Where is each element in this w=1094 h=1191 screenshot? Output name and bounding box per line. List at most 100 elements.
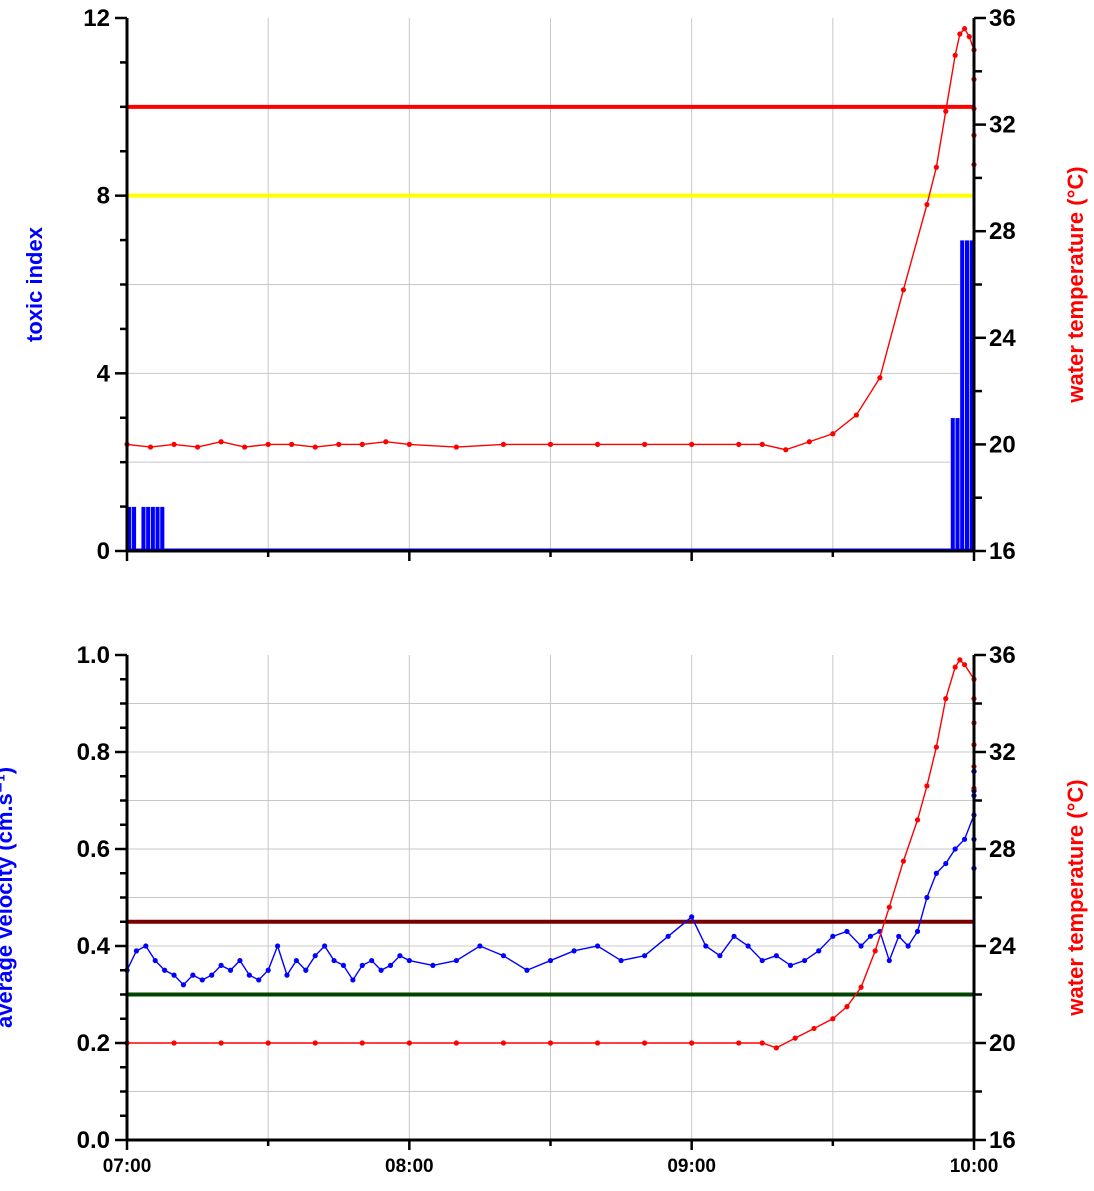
data-point xyxy=(218,1040,224,1046)
data-point xyxy=(745,943,751,949)
data-point xyxy=(943,860,949,867)
data-point xyxy=(453,444,459,450)
data-point xyxy=(717,953,723,959)
data-point xyxy=(905,943,911,949)
data-point xyxy=(162,967,168,973)
data-point xyxy=(500,441,507,447)
data-point xyxy=(500,1040,507,1046)
y-left-tick-label: 0.2 xyxy=(77,1030,110,1057)
data-point xyxy=(924,783,930,789)
data-point xyxy=(886,957,892,964)
data-point xyxy=(618,957,624,964)
data-point xyxy=(858,943,864,949)
data-point xyxy=(171,972,177,978)
data-point xyxy=(336,441,342,447)
data-point xyxy=(896,933,902,939)
data-point xyxy=(830,1016,836,1022)
data-point xyxy=(689,441,695,447)
y-left-tick-label: 0.4 xyxy=(77,933,111,960)
data-point xyxy=(322,943,328,949)
data-point xyxy=(194,444,201,450)
y-right-tick-label: 20 xyxy=(989,431,1016,458)
data-point xyxy=(397,953,403,959)
data-point xyxy=(190,972,196,978)
y-right-tick-label: 32 xyxy=(989,739,1016,766)
data-point xyxy=(209,972,215,978)
data-point xyxy=(152,957,158,964)
data-point xyxy=(303,967,309,973)
data-point xyxy=(406,957,412,964)
data-point xyxy=(933,744,939,750)
data-point xyxy=(900,858,907,864)
data-point xyxy=(759,441,765,447)
data-point xyxy=(642,1040,648,1046)
toxic-index-chart: 0 4 8 12 16 20 24 28 32 36 toxic index water temper… xyxy=(22,5,1088,565)
data-point xyxy=(952,846,958,852)
data-point xyxy=(369,957,375,964)
data-point xyxy=(773,1045,779,1051)
data-point xyxy=(853,412,859,418)
y-left-axis-title: toxic index xyxy=(22,226,47,342)
y-right-tick-label: 32 xyxy=(989,112,1016,139)
data-point xyxy=(961,26,968,32)
data-point xyxy=(858,984,864,990)
data-point xyxy=(171,441,177,447)
data-point xyxy=(594,1040,601,1046)
data-point xyxy=(265,1040,271,1046)
data-point xyxy=(689,1040,695,1046)
data-point xyxy=(957,31,963,37)
data-point xyxy=(933,164,939,170)
data-point xyxy=(547,957,554,964)
data-point xyxy=(171,1040,177,1046)
data-point xyxy=(783,447,789,453)
toxic-index-bar xyxy=(131,506,137,552)
y-right-tick-label: 36 xyxy=(989,642,1016,669)
data-point xyxy=(594,943,601,949)
data-point xyxy=(237,957,243,964)
data-point xyxy=(477,943,483,949)
data-point xyxy=(359,962,365,969)
data-point xyxy=(180,982,187,988)
y-left-tick-label: 0 xyxy=(97,538,110,565)
toxic-index-bar xyxy=(140,506,147,552)
data-point xyxy=(312,444,318,450)
toxic-index-bar xyxy=(950,417,956,552)
data-point xyxy=(900,287,907,293)
data-point xyxy=(242,444,248,450)
data-point xyxy=(594,441,601,447)
data-point xyxy=(406,441,412,447)
bar-series xyxy=(126,239,975,552)
data-point xyxy=(924,894,930,901)
data-point xyxy=(886,904,892,910)
x-tick-label: 08:00 xyxy=(385,1156,434,1177)
y-left-tick-label: 0.6 xyxy=(77,836,110,863)
data-point xyxy=(867,933,874,939)
toxic-index-bar xyxy=(959,239,965,552)
toxic-index-bar xyxy=(150,506,156,552)
y-right-tick-label: 20 xyxy=(989,1030,1016,1057)
data-point xyxy=(844,1004,850,1010)
data-point xyxy=(957,657,963,663)
data-point xyxy=(274,943,281,949)
data-point xyxy=(933,870,939,876)
y-left-tick-label: 8 xyxy=(97,183,110,210)
y-right-tick-label: 24 xyxy=(989,325,1016,352)
data-point xyxy=(218,439,224,445)
data-point xyxy=(773,953,779,959)
data-point xyxy=(387,962,394,969)
data-point xyxy=(642,441,648,447)
data-point xyxy=(736,441,742,447)
data-point xyxy=(340,962,347,969)
y-right-tick-label: 36 xyxy=(989,5,1016,32)
data-point xyxy=(830,933,836,939)
data-point xyxy=(331,957,337,964)
data-point xyxy=(547,1040,554,1046)
data-point xyxy=(284,972,290,978)
data-point xyxy=(312,1040,318,1046)
data-point xyxy=(383,439,389,445)
series-line xyxy=(126,771,975,986)
data-point xyxy=(961,662,968,668)
data-point xyxy=(547,441,554,447)
data-point xyxy=(256,977,262,983)
data-point xyxy=(289,441,295,447)
